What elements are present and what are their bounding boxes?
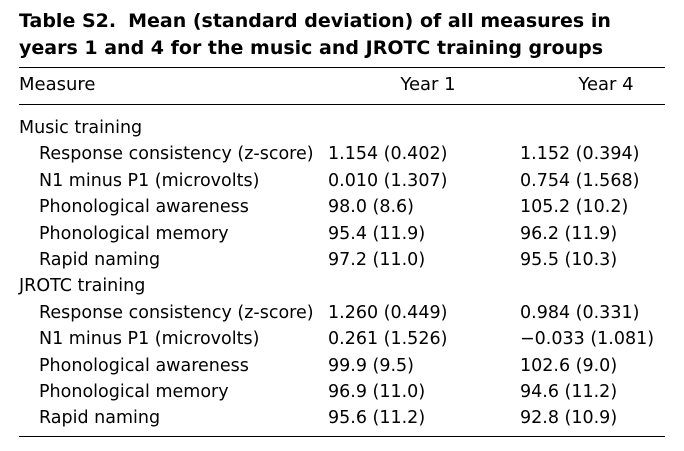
bottom-rule	[19, 436, 665, 437]
year-1-cell: 0.261 (1.526)	[328, 329, 448, 350]
group-row: JROTC training	[0, 273, 684, 299]
measure-cell: N1 minus P1 (microvolts)	[39, 170, 260, 191]
year-1-cell: 96.9 (11.0)	[328, 382, 426, 402]
measure-cell: Phonological memory	[39, 223, 229, 244]
top-rule	[19, 67, 665, 68]
column-header-measure: Measure	[19, 74, 96, 95]
year-4-cell: 96.2 (11.9)	[520, 223, 618, 244]
header-rule	[19, 104, 665, 105]
year-4-cell: 1.152 (0.394)	[520, 144, 640, 165]
year-1-cell: 99.9 (9.5)	[328, 355, 415, 376]
measure-cell: Response consistency (z-score)	[39, 144, 314, 165]
table-row: Rapid naming 95.6 (11.2) 92.8 (10.9)	[0, 405, 684, 431]
table-row: Response consistency (z-score) 1.154 (0.4…	[0, 141, 684, 167]
year-1-cell: 95.6 (11.2)	[328, 408, 426, 429]
year-1-cell: 1.260 (0.449)	[328, 302, 448, 323]
group-row: Music training	[0, 115, 684, 141]
year-4-cell: 95.5 (10.3)	[520, 250, 618, 270]
year-4-cell: −0.033 (1.081)	[520, 329, 655, 350]
measure-cell: N1 minus P1 (microvolts)	[39, 329, 260, 350]
measure-cell: Phonological memory	[39, 382, 229, 402]
measure-cell: Rapid naming	[39, 408, 161, 429]
group-title: Music training	[19, 118, 143, 138]
group-title: JROTC training	[19, 276, 146, 297]
year-1-cell: 1.154 (0.402)	[328, 144, 448, 165]
table-row: N1 minus P1 (microvolts) 0.010 (1.307) 0.7…	[0, 168, 684, 194]
table-row: Phonological memory 95.4 (11.9) 96.2 (11.9…	[0, 221, 684, 247]
year-4-cell: 0.754 (1.568)	[520, 170, 640, 191]
year-4-cell: 105.2 (10.2)	[520, 197, 629, 218]
table-caption: Table S2. Mean (standard deviation) of al…	[19, 8, 669, 62]
measure-cell: Phonological awareness	[39, 197, 249, 218]
year-4-cell: 92.8 (10.9)	[520, 408, 618, 429]
measure-cell: Phonological awareness	[39, 355, 249, 376]
table-row: N1 minus P1 (microvolts) 0.261 (1.526) −0.…	[0, 326, 684, 352]
table-row: Rapid naming 97.2 (11.0) 95.5 (10.3)	[0, 247, 684, 273]
measure-cell: Rapid naming	[39, 250, 161, 270]
table-row: Phonological awareness 99.9 (9.5) 102.6 (9…	[0, 353, 684, 379]
table-row: Response consistency (z-score) 1.260 (0.4…	[0, 300, 684, 326]
year-1-cell: 95.4 (11.9)	[328, 223, 426, 244]
year-1-cell: 97.2 (11.0)	[328, 250, 426, 270]
year-4-cell: 0.984 (0.331)	[520, 302, 640, 323]
year-1-cell: 98.0 (8.6)	[328, 197, 415, 218]
table-caption-text: Mean (standard deviation) of all measure…	[19, 10, 611, 59]
year-1-cell: 0.010 (1.307)	[328, 170, 448, 191]
measure-cell: Response consistency (z-score)	[39, 302, 314, 323]
table-label: Table S2.	[19, 10, 117, 32]
column-header-year-1: Year 1	[400, 74, 456, 95]
table-row: Phonological memory 96.9 (11.0) 94.6 (11.2…	[0, 379, 684, 405]
year-4-cell: 94.6 (11.2)	[520, 382, 618, 402]
year-4-cell: 102.6 (9.0)	[520, 355, 618, 376]
table-row: Phonological awareness 98.0 (8.6) 105.2 (1…	[0, 194, 684, 220]
column-header-year-4: Year 4	[578, 74, 634, 95]
